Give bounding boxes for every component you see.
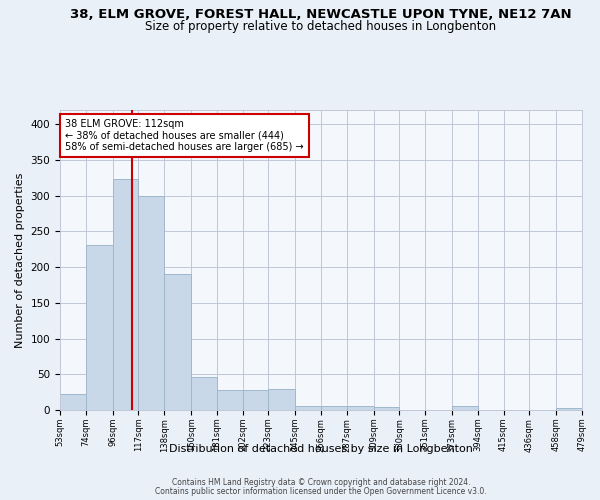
Bar [217, 390, 242, 410]
Text: 38 ELM GROVE: 112sqm
← 38% of detached houses are smaller (444)
58% of semi-deta: 38 ELM GROVE: 112sqm ← 38% of detached h… [65, 119, 304, 152]
Bar [113, 178, 139, 410]
Bar [242, 390, 268, 410]
Bar [60, 394, 86, 410]
Text: 38, ELM GROVE, FOREST HALL, NEWCASTLE UPON TYNE, NE12 7AN: 38, ELM GROVE, FOREST HALL, NEWCASTLE UP… [70, 8, 572, 20]
Bar [452, 406, 478, 410]
Bar [321, 406, 347, 410]
Bar [374, 407, 400, 410]
Bar [139, 196, 164, 410]
Bar [86, 245, 113, 410]
Y-axis label: Number of detached properties: Number of detached properties [15, 172, 25, 348]
Bar [268, 390, 295, 410]
Bar [164, 274, 191, 410]
Text: Contains HM Land Registry data © Crown copyright and database right 2024.: Contains HM Land Registry data © Crown c… [172, 478, 470, 487]
Bar [191, 377, 217, 410]
Text: Size of property relative to detached houses in Longbenton: Size of property relative to detached ho… [145, 20, 497, 33]
Bar [295, 406, 321, 410]
Text: Contains public sector information licensed under the Open Government Licence v3: Contains public sector information licen… [155, 487, 487, 496]
Bar [556, 408, 582, 410]
Text: Distribution of detached houses by size in Longbenton: Distribution of detached houses by size … [169, 444, 473, 454]
Bar [347, 406, 374, 410]
